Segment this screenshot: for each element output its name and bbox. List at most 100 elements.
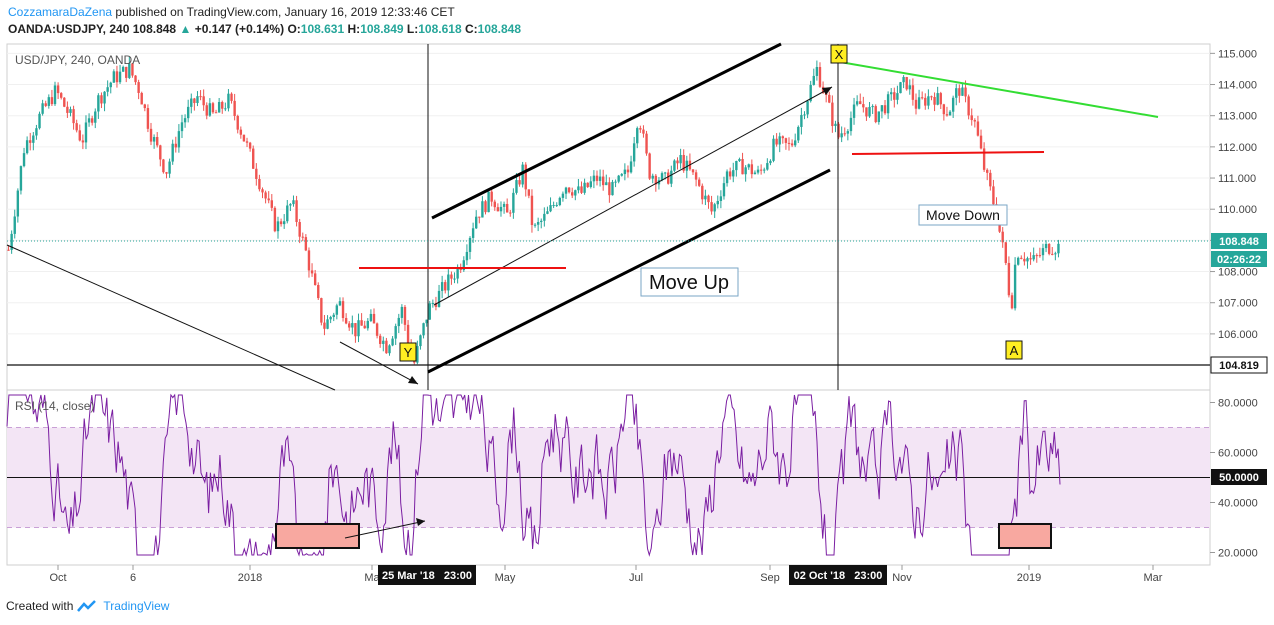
candle-body (29, 140, 32, 143)
candle-body (775, 138, 778, 145)
candle-body (100, 95, 103, 104)
publish-info: CozzamaraDaZena published on TradingView… (8, 5, 455, 19)
candle-body (598, 176, 602, 181)
candle-body (159, 145, 162, 160)
channel-median-arrow[interactable] (433, 86, 833, 306)
move-up-text[interactable]: Move Up (649, 272, 729, 294)
candle-body (540, 220, 543, 223)
candle-body (224, 108, 227, 110)
candle-body (905, 77, 908, 90)
candle-body (716, 200, 719, 205)
symbol-name[interactable]: OANDA:USDJPY, 240 (8, 22, 130, 36)
rsi-oversold-box-1[interactable] (275, 523, 360, 549)
candle-body (134, 75, 137, 83)
candle-body (493, 201, 496, 208)
move-down-box (918, 204, 1008, 226)
candle-body (496, 207, 500, 212)
candle-body (348, 323, 351, 328)
candle-body (766, 163, 769, 170)
channel-upper[interactable] (431, 42, 782, 220)
candle-body (961, 87, 964, 96)
time-tick-label: Oct (49, 572, 66, 584)
last-price-label-bg (1211, 233, 1267, 249)
candle-body (242, 134, 246, 142)
candle-body (518, 180, 521, 185)
candle-body (115, 71, 119, 83)
candle-body (403, 306, 407, 325)
left-diagonal[interactable] (6, 244, 336, 391)
candle-body (425, 319, 428, 324)
price-axis: 115.000 114.000 113.000 112.000 111.000 110.0… (1210, 48, 1258, 341)
candle-body (87, 118, 91, 123)
price-tick-label: 112.000 (1218, 142, 1257, 154)
candle-body (784, 138, 788, 143)
candle-body (735, 160, 738, 171)
candle-body (437, 290, 441, 307)
candle-body (478, 216, 481, 218)
candle-body (1054, 253, 1057, 255)
level-label: 104.819 (1219, 360, 1259, 372)
channel-lower[interactable] (427, 168, 831, 374)
last-price-label: 108.848 (1219, 236, 1259, 248)
y-arrow[interactable] (339, 341, 419, 385)
chart-title: USD/JPY, 240, OANDA (15, 53, 140, 67)
candle-body (310, 270, 314, 274)
rsi-divergence-arrow[interactable] (344, 520, 426, 539)
candle-body (248, 142, 252, 149)
candle-body (335, 305, 339, 315)
candle-body (797, 126, 800, 141)
rsi-line (6, 393, 1061, 557)
publish-text: published on TradingView.com, January 16… (115, 5, 455, 19)
author-link[interactable]: CozzamaraDaZena (8, 5, 113, 19)
level-label-bg (1210, 356, 1268, 374)
candle-body (555, 205, 558, 207)
candle-body (295, 200, 298, 223)
candle-body (890, 92, 893, 95)
candle-body (821, 86, 825, 94)
move-down-text[interactable]: Move Down (926, 207, 1000, 223)
time-tick-label: 2019 (1017, 572, 1041, 584)
candle-body (267, 198, 270, 201)
candle-body (78, 130, 81, 141)
candle-body (552, 205, 555, 207)
candle-body (769, 160, 772, 164)
candle-body (298, 222, 301, 237)
neckline-right[interactable] (851, 151, 1045, 155)
price-chart[interactable]: USD/JPY, 240, OANDA RSI (14, close) X Y … (0, 40, 1274, 595)
price-tick-label: 111.000 (1218, 173, 1256, 185)
cursor-date-bg-1 (378, 565, 476, 585)
time-tick-label: Jul (629, 572, 643, 584)
tradingview-brand[interactable]: TradingView (103, 599, 170, 613)
candle-body (939, 93, 942, 105)
rsi-tick-label: 80.0000 (1218, 398, 1258, 410)
candle-body (883, 105, 887, 114)
candle-body (877, 111, 881, 123)
rsi-oversold-box-2[interactable] (998, 523, 1052, 549)
rsi-layer (6, 393, 1061, 557)
candle-body (865, 107, 868, 117)
candle-body (787, 142, 791, 144)
candle-body (66, 106, 69, 113)
open-label: O: (287, 22, 301, 36)
candle-body (502, 203, 506, 207)
candle-body (388, 345, 391, 354)
trendline-green[interactable] (839, 61, 1159, 118)
candle-body (911, 85, 915, 100)
open-value: 108.631 (300, 22, 345, 36)
candle-body (202, 96, 205, 106)
candle-body (803, 114, 806, 116)
candle-body (53, 85, 57, 105)
candle-body (790, 143, 794, 146)
candle-body (279, 221, 283, 225)
candle-body (577, 186, 580, 191)
created-with-text: Created with (6, 599, 74, 613)
candle-body (982, 148, 986, 170)
candle-body (326, 319, 329, 329)
candle-body (530, 195, 534, 226)
candle-body (208, 103, 212, 116)
candle-body (979, 135, 983, 149)
candle-body (1023, 258, 1026, 262)
candle-body (645, 133, 648, 154)
candle-body (180, 122, 184, 132)
candle-body (515, 180, 518, 193)
